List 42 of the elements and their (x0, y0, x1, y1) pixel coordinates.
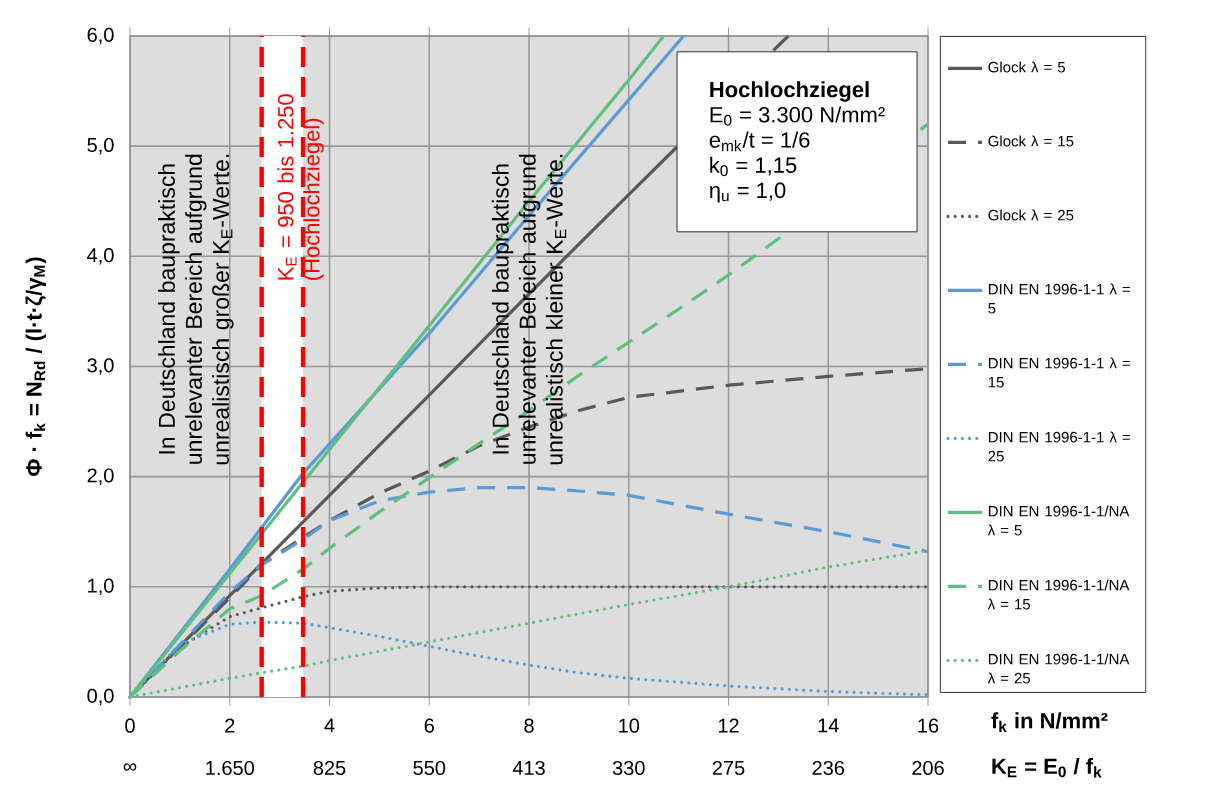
annotation: η$_{u}$ = 1,0 (709, 182, 786, 203)
text: 550 (413, 760, 446, 776)
y-tick-label: 4,0 (87, 248, 114, 265)
text: 1.650 (206, 760, 255, 776)
legend-label: DIN EN 1996-1-1/NA λ = 5 (987, 505, 1130, 536)
y-tick-label: 3,0 (87, 358, 114, 375)
legend-label: Glock λ = 15 (988, 135, 1074, 147)
x-axis-title: f$_{k}$ in N/mm² (991, 712, 1108, 732)
y-axis-title: Φ · f$_{k}$ = N$_{Rd}$ / (l·t·ζ/γ$_{M}$) (25, 257, 47, 476)
y-tick-label: 1,0 (88, 578, 114, 596)
x-tick-label: 14 (818, 718, 839, 733)
text: K$_{E}$ = E$_{0}$ / f$_{k}$ (992, 757, 1102, 778)
x-tick-label: 10 (619, 718, 640, 733)
y-tick-label: 0,0 (87, 688, 114, 706)
legend-label: DIN EN 1996-1-1 λ = 5 (988, 283, 1130, 314)
legend-label: DIN EN 1996-1-1 λ = 25 (988, 431, 1130, 462)
text: 413 (512, 760, 545, 776)
text: 236 (812, 760, 845, 776)
legend-label: Glock λ = 25 (988, 209, 1074, 221)
y-tick-label: 6,0 (87, 27, 114, 45)
annotation: k$_{0}$ = 1,15 (710, 156, 797, 177)
annotation: e$_{mk}$/t = 1/6 (709, 131, 810, 152)
annotation: E$_{0}$ = 3.300 N/mm² (710, 106, 885, 126)
text: 330 (612, 760, 645, 776)
legend-label: DIN EN 1996-1-1/NA λ = 15 (987, 579, 1130, 610)
legend-label: Glock λ = 5 (988, 61, 1066, 73)
x-tick-label: 8 (524, 718, 534, 733)
text: 825 (313, 760, 346, 776)
x-tick-label: 2 (225, 718, 235, 733)
x-tick-label: 4 (324, 718, 335, 733)
annotation: Hochlochziegel (710, 81, 869, 102)
text: ∞ (123, 763, 137, 771)
y-tick-label: 2,0 (87, 468, 114, 485)
x-tick-label: 16 (918, 718, 939, 733)
y-tick-label: 5,0 (87, 137, 114, 155)
legend-label: DIN EN 1996-1-1/NA λ = 25 (987, 653, 1130, 684)
x-tick-label: 12 (718, 718, 739, 733)
x-tick-label: 6 (424, 718, 434, 733)
x-tick-label: 0 (125, 718, 135, 733)
text: 206 (912, 760, 944, 776)
text: 275 (712, 760, 745, 776)
legend-label: DIN EN 1996-1-1 λ = 15 (988, 357, 1130, 388)
